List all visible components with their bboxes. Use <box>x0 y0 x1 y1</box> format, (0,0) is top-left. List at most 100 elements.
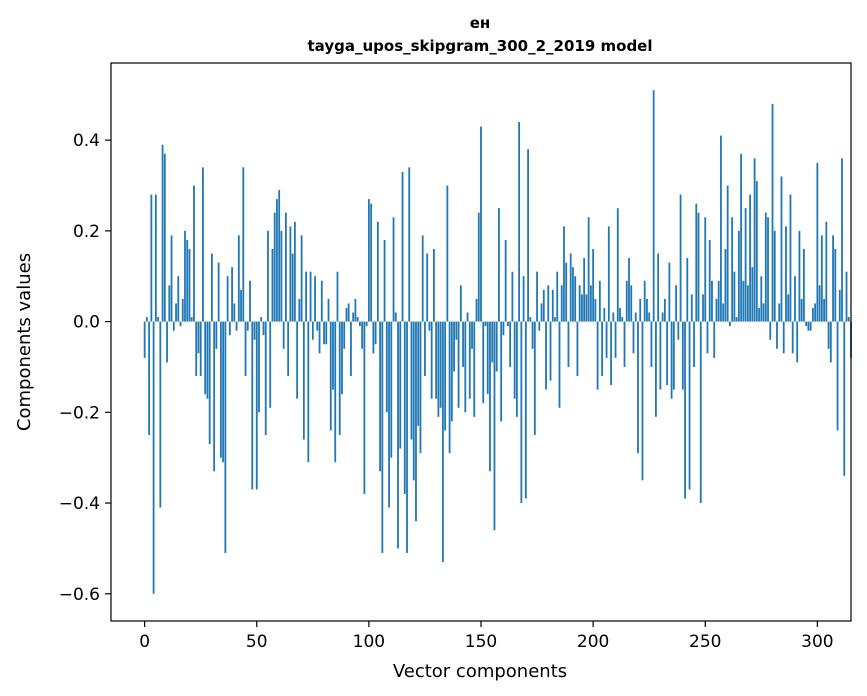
bar-178 <box>542 289 545 322</box>
bar-87 <box>338 321 341 435</box>
bar-115 <box>401 171 404 322</box>
bar-77 <box>316 321 319 331</box>
bar-302 <box>820 235 823 322</box>
bar-237 <box>675 285 677 322</box>
bar-100 <box>367 199 370 322</box>
bar-287 <box>787 294 790 322</box>
bar-204 <box>601 321 603 377</box>
bar-10 <box>166 321 168 363</box>
bar-107 <box>383 239 386 322</box>
bar-67 <box>293 221 296 322</box>
bar-203 <box>598 280 601 322</box>
bar-136 <box>448 321 451 454</box>
bars <box>143 90 852 594</box>
bar-232 <box>663 298 666 322</box>
bar-138 <box>453 321 455 372</box>
bar-268 <box>744 208 747 322</box>
bar-185 <box>558 321 561 408</box>
bar-80 <box>323 321 325 345</box>
chart-title: ен <box>470 14 491 32</box>
bar-244 <box>690 294 693 322</box>
bar-218 <box>632 321 635 354</box>
bar-19 <box>186 239 189 322</box>
bar-97 <box>361 321 364 349</box>
y-axis-label: Components values <box>14 253 35 431</box>
bar-119 <box>410 321 413 440</box>
bar-39 <box>231 267 233 322</box>
bar-222 <box>641 321 644 481</box>
bar-50 <box>255 321 258 490</box>
bar-22 <box>193 185 195 322</box>
bar-150 <box>480 126 482 322</box>
bar-58 <box>273 212 276 322</box>
x-axis-label: Vector components <box>393 661 567 682</box>
bar-141 <box>459 285 462 322</box>
bar-113 <box>397 321 399 549</box>
bar-275 <box>760 276 763 322</box>
bar-117 <box>406 321 408 553</box>
bar-111 <box>392 217 395 322</box>
y-tick-label: 0.2 <box>73 222 100 242</box>
bar-229 <box>657 253 660 322</box>
bar-123 <box>419 321 422 454</box>
bar-261 <box>729 321 731 327</box>
bar-290 <box>794 276 796 322</box>
bar-255 <box>715 298 718 322</box>
bar-25 <box>199 321 202 377</box>
bar-82 <box>327 298 330 322</box>
bar-151 <box>482 321 485 404</box>
bar-305 <box>827 321 830 349</box>
bar-13 <box>172 321 175 331</box>
bar-156 <box>493 321 496 531</box>
bar-157 <box>495 321 498 372</box>
bar-294 <box>803 249 805 322</box>
bar-299 <box>814 303 817 322</box>
bar-105 <box>379 321 381 472</box>
bar-207 <box>607 226 610 322</box>
bar-293 <box>800 298 803 322</box>
bar-102 <box>372 321 375 354</box>
bar-29 <box>208 321 211 445</box>
bar-38 <box>228 321 231 336</box>
bar-269 <box>746 285 749 322</box>
bar-266 <box>740 153 743 322</box>
bar-311 <box>841 158 843 322</box>
plot-frame <box>110 62 852 622</box>
bar-253 <box>711 280 713 322</box>
bar-108 <box>385 321 388 413</box>
bar-262 <box>731 217 734 322</box>
bar-116 <box>403 321 406 494</box>
bar-238 <box>677 321 680 340</box>
bar-88 <box>341 321 343 395</box>
bar-99 <box>365 321 368 327</box>
bar-31 <box>213 321 216 472</box>
bar-112 <box>394 312 397 322</box>
bar-45 <box>244 321 247 377</box>
bar-236 <box>672 321 675 390</box>
bar-234 <box>668 262 671 322</box>
bar-79 <box>320 280 323 322</box>
bar-139 <box>455 321 458 340</box>
bar-149 <box>477 212 480 322</box>
bar-12 <box>170 235 173 322</box>
bar-216 <box>628 258 630 322</box>
bar-158 <box>498 208 500 322</box>
bar-93 <box>352 312 355 322</box>
bar-181 <box>549 321 552 381</box>
bar-221 <box>639 298 642 322</box>
bar-280 <box>771 103 774 322</box>
bar-2 <box>148 321 151 435</box>
bar-34 <box>219 321 222 458</box>
bar-65 <box>289 226 292 322</box>
bar-3 <box>150 194 153 322</box>
bar-296 <box>807 321 810 331</box>
bar-228 <box>655 321 657 417</box>
bar-171 <box>527 149 529 322</box>
bar-69 <box>298 298 301 322</box>
bar-68 <box>296 321 299 399</box>
bar-36 <box>224 321 227 553</box>
x-tick-label: 150 <box>465 632 497 652</box>
bar-165 <box>513 321 516 399</box>
bar-104 <box>376 221 379 322</box>
bar-307 <box>832 235 834 322</box>
